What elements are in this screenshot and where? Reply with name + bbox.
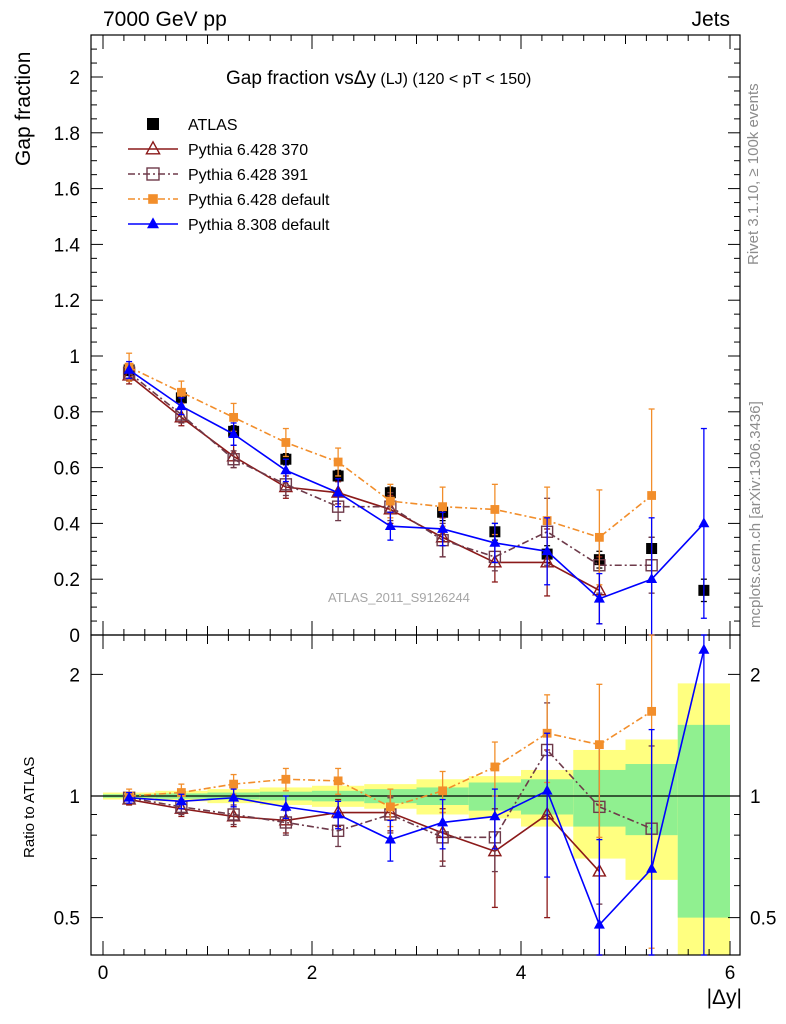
main-data-point xyxy=(647,491,657,500)
rivet-note: Rivet 3.1.10, ≥ 100k events xyxy=(745,83,762,265)
ratio-data-point xyxy=(176,788,186,797)
main-data-point xyxy=(229,412,239,422)
ratio-data-point xyxy=(593,918,605,929)
ratio-data-point xyxy=(541,784,553,795)
ratio-y-tick-label: 0.5 xyxy=(54,909,80,930)
y-tick-label: 1.6 xyxy=(54,180,80,201)
ratio-data-point xyxy=(123,791,135,802)
ratio-data-point xyxy=(175,795,187,806)
legend-label: Pythia 6.428 default xyxy=(188,192,330,209)
x-tick-label: 6 xyxy=(725,963,736,984)
main-data-point xyxy=(384,520,396,531)
ratio-series-line xyxy=(129,649,705,927)
legend-marker xyxy=(148,194,158,204)
energy-label: 7000 GeV pp xyxy=(103,8,227,31)
ratio-data-point xyxy=(490,762,500,772)
main-series-line xyxy=(128,366,653,539)
ratio-series-line xyxy=(128,798,600,873)
ratio-data-point xyxy=(228,791,240,802)
ratio-series-line xyxy=(129,710,653,808)
y-tick-label: 0.8 xyxy=(54,403,80,424)
ratio-data-point xyxy=(489,810,501,821)
ratio-data-point xyxy=(384,833,396,844)
main-data-point xyxy=(438,502,448,512)
ratio-y-tick-label: 1 xyxy=(69,787,80,808)
main-data-point xyxy=(332,486,344,497)
y-tick-label: 0 xyxy=(69,626,80,647)
x-tick-label: 4 xyxy=(516,963,527,984)
legend-marker xyxy=(147,217,159,229)
ratio-data-point xyxy=(333,776,343,786)
x-tick-label: 2 xyxy=(307,963,318,984)
main-data-point xyxy=(698,517,710,528)
main-series-line xyxy=(128,374,600,592)
ratio-data-point xyxy=(437,816,449,827)
ratio-data-point xyxy=(647,706,657,716)
mcplots-note: mcplots.cern.ch [arXiv:1306.3436] xyxy=(747,401,764,628)
ratio-data-point xyxy=(229,779,239,789)
main-data-point xyxy=(646,573,658,584)
main-data-point xyxy=(490,505,500,514)
legend-label: Pythia 8.308 default xyxy=(188,217,330,234)
ratio-y-tick-label: 2 xyxy=(750,665,761,686)
legend-label: Pythia 6.428 370 xyxy=(188,142,308,159)
ratio-data-point xyxy=(438,786,448,796)
legend-label: ATLAS xyxy=(188,117,238,134)
main-data-point xyxy=(175,400,187,411)
main-data-point xyxy=(123,363,135,374)
y-tick-label: 2 xyxy=(69,68,80,89)
legend-marker xyxy=(147,118,159,130)
ratio-data-point xyxy=(227,808,240,821)
ratio-data-point xyxy=(594,740,604,750)
y-tick-label: 1.4 xyxy=(54,235,81,256)
y-tick-label: 0.4 xyxy=(54,514,81,535)
ratio-plot-frame xyxy=(90,634,741,956)
main-data-point xyxy=(333,457,343,467)
main-data-point xyxy=(227,453,240,466)
y-tick-label: 0.2 xyxy=(54,570,80,591)
ratio-data-point xyxy=(332,808,344,819)
plot-title: Gap fraction vsΔy (LJ) (120 < pT < 150) xyxy=(226,68,531,90)
main-data-point xyxy=(593,592,605,603)
main-data-point xyxy=(594,532,604,542)
x-axis-label: |Δy| xyxy=(706,986,742,1009)
main-data-point xyxy=(281,438,291,447)
ratio-y-tick-label: 2 xyxy=(69,665,80,686)
y-tick-label: 1 xyxy=(69,347,80,368)
analysis-watermark: ATLAS_2011_S9126244 xyxy=(328,590,470,605)
ratio-data-point xyxy=(281,774,291,784)
legend-marker xyxy=(145,140,161,155)
main-data-point xyxy=(541,545,553,556)
ratio-data-point xyxy=(280,800,292,811)
ratio-data-point xyxy=(646,862,658,873)
legend-label: Pythia 6.428 391 xyxy=(188,167,308,184)
x-tick-label: 0 xyxy=(98,963,109,984)
main-series-line xyxy=(128,369,705,600)
main-data-point xyxy=(228,428,240,438)
plot-title-main: Gap fraction vsΔy xyxy=(226,68,376,89)
y-tick-label: 1.2 xyxy=(54,291,80,312)
ratio-data-point xyxy=(385,802,395,812)
ratio-y-tick-label: 1 xyxy=(750,787,761,808)
category-label: Jets xyxy=(691,8,730,31)
main-data-point xyxy=(489,536,501,547)
y-tick-label: 0.6 xyxy=(54,459,80,480)
ratio-y-tick-label: 0.5 xyxy=(750,909,776,930)
plot-title-sub: (LJ) (120 < pT < 150) xyxy=(375,71,532,88)
ratio-data-point xyxy=(698,643,710,654)
main-data-point xyxy=(437,522,449,533)
legend-marker xyxy=(146,167,160,181)
main-data-point xyxy=(385,496,395,506)
y-axis-label-ratio: Ratio to ATLAS xyxy=(21,756,38,858)
main-data-point xyxy=(280,464,292,475)
y-axis-label-main: Gap fraction xyxy=(12,51,35,166)
main-data-point xyxy=(176,387,186,397)
y-tick-label: 1.8 xyxy=(54,124,80,145)
